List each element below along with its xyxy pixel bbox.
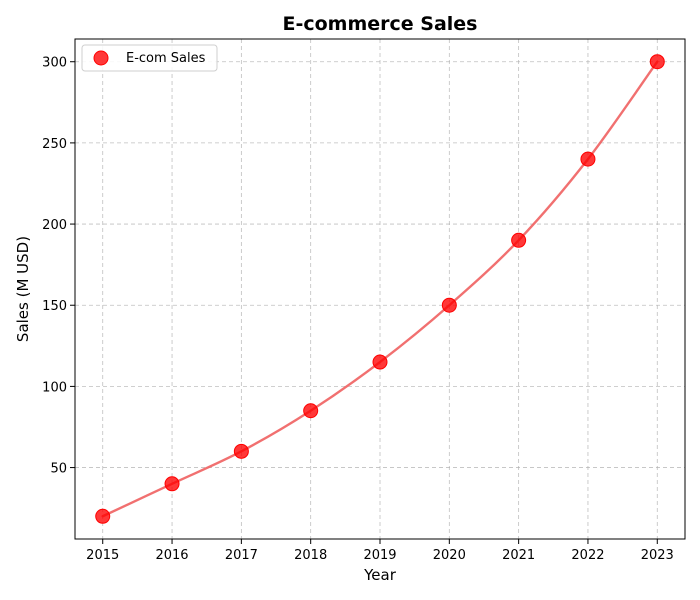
y-tick-label: 300: [42, 56, 67, 71]
trend-line: [101, 60, 659, 518]
legend-label: E-com Sales: [126, 51, 206, 66]
x-tick-label: 2022: [571, 548, 604, 563]
x-tick-label: 2023: [641, 548, 674, 563]
data-points: [95, 54, 665, 524]
data-point-2019: [372, 354, 388, 370]
tick-labels: 2015 2016 2017 2018 2019 2020 2021 2022 2023 50 10…: [42, 56, 674, 563]
data-point-2020: [441, 297, 457, 313]
x-tick-label: 2020: [433, 548, 466, 563]
x-axis-label: Year: [363, 566, 397, 584]
y-axis-label: Sales (M USD): [14, 236, 32, 342]
legend: E-com Sales: [81, 44, 218, 72]
data-point-2023: [649, 54, 665, 70]
legend-marker: [93, 50, 109, 66]
y-tick-label: 100: [42, 380, 67, 395]
x-tick-label: 2017: [225, 548, 258, 563]
x-tick-label: 2015: [86, 548, 119, 563]
x-tick-label: 2021: [502, 548, 535, 563]
plot-frame: [74, 38, 686, 540]
x-tick-label: 2019: [363, 548, 396, 563]
y-tick-label: 50: [50, 462, 67, 477]
data-point-2015: [95, 508, 111, 524]
y-tick-label: 150: [42, 299, 67, 314]
data-point-2022: [580, 151, 596, 167]
y-tick-label: 200: [42, 218, 67, 233]
data-point-2017: [233, 443, 249, 459]
ticks: [70, 61, 658, 544]
y-tick-label: 250: [42, 137, 67, 152]
x-tick-label: 2016: [155, 548, 188, 563]
chart-title: E-commerce Sales: [282, 13, 477, 35]
x-tick-label: 2018: [294, 548, 327, 563]
data-point-2018: [303, 403, 319, 419]
data-point-2016: [164, 476, 180, 492]
legend-box: [81, 44, 218, 72]
data-point-2021: [511, 232, 527, 248]
